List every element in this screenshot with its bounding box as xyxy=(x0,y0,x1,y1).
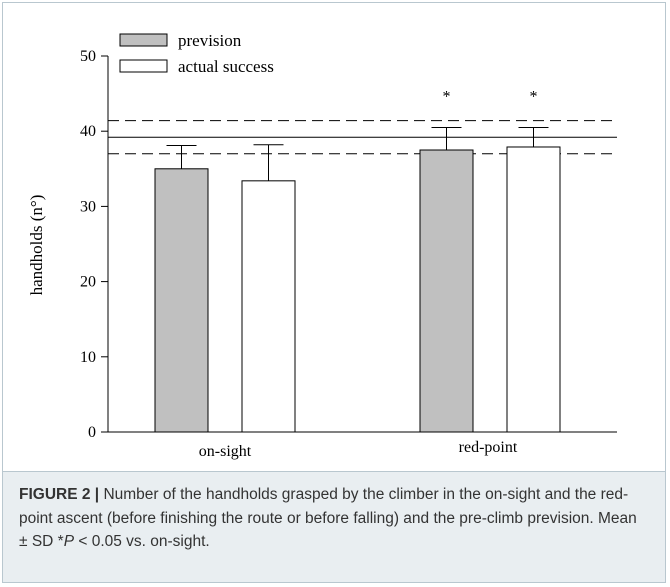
x-category-label: on-sight xyxy=(199,443,252,460)
caption-text-part-1: Number of the handholds grasped by the c… xyxy=(19,486,637,550)
legend-label: prevision xyxy=(178,31,242,50)
caption-text-part-2: < 0.05 vs. on-sight. xyxy=(74,533,210,550)
caption-p-symbol: P xyxy=(63,533,75,550)
y-axis-title: handholds (n°) xyxy=(27,195,46,296)
y-tick-label: 40 xyxy=(80,123,96,140)
legend-swatch xyxy=(119,59,168,73)
bar-on-sight-actual-success xyxy=(241,180,296,433)
chart-legend: prevision actual success xyxy=(119,31,274,76)
y-tick-label: 20 xyxy=(80,274,96,291)
bar-chart: 0 10 20 30 40 50 on-sight * * red-point previsio… xyxy=(27,31,617,460)
y-tick-label: 10 xyxy=(80,349,96,366)
bar-red-point-prevision xyxy=(419,149,474,433)
significance-marker: * xyxy=(530,88,538,105)
y-tick-label: 50 xyxy=(80,48,96,65)
bar-red-point-actual-success xyxy=(506,146,561,433)
reference-lines xyxy=(108,120,617,155)
significance-marker: * xyxy=(443,88,451,105)
y-tick-label: 0 xyxy=(88,424,96,441)
figure-caption: FIGURE 2 | Number of the handholds grasp… xyxy=(2,471,666,583)
chart-bars: on-sight * * red-point xyxy=(154,88,561,460)
y-tick-label: 30 xyxy=(80,198,96,215)
bar-on-sight-prevision xyxy=(154,168,209,433)
caption-label: FIGURE 2 | xyxy=(19,486,100,503)
legend-label: actual success xyxy=(178,57,274,76)
legend-swatch xyxy=(119,33,168,47)
x-category-label: red-point xyxy=(459,439,518,456)
